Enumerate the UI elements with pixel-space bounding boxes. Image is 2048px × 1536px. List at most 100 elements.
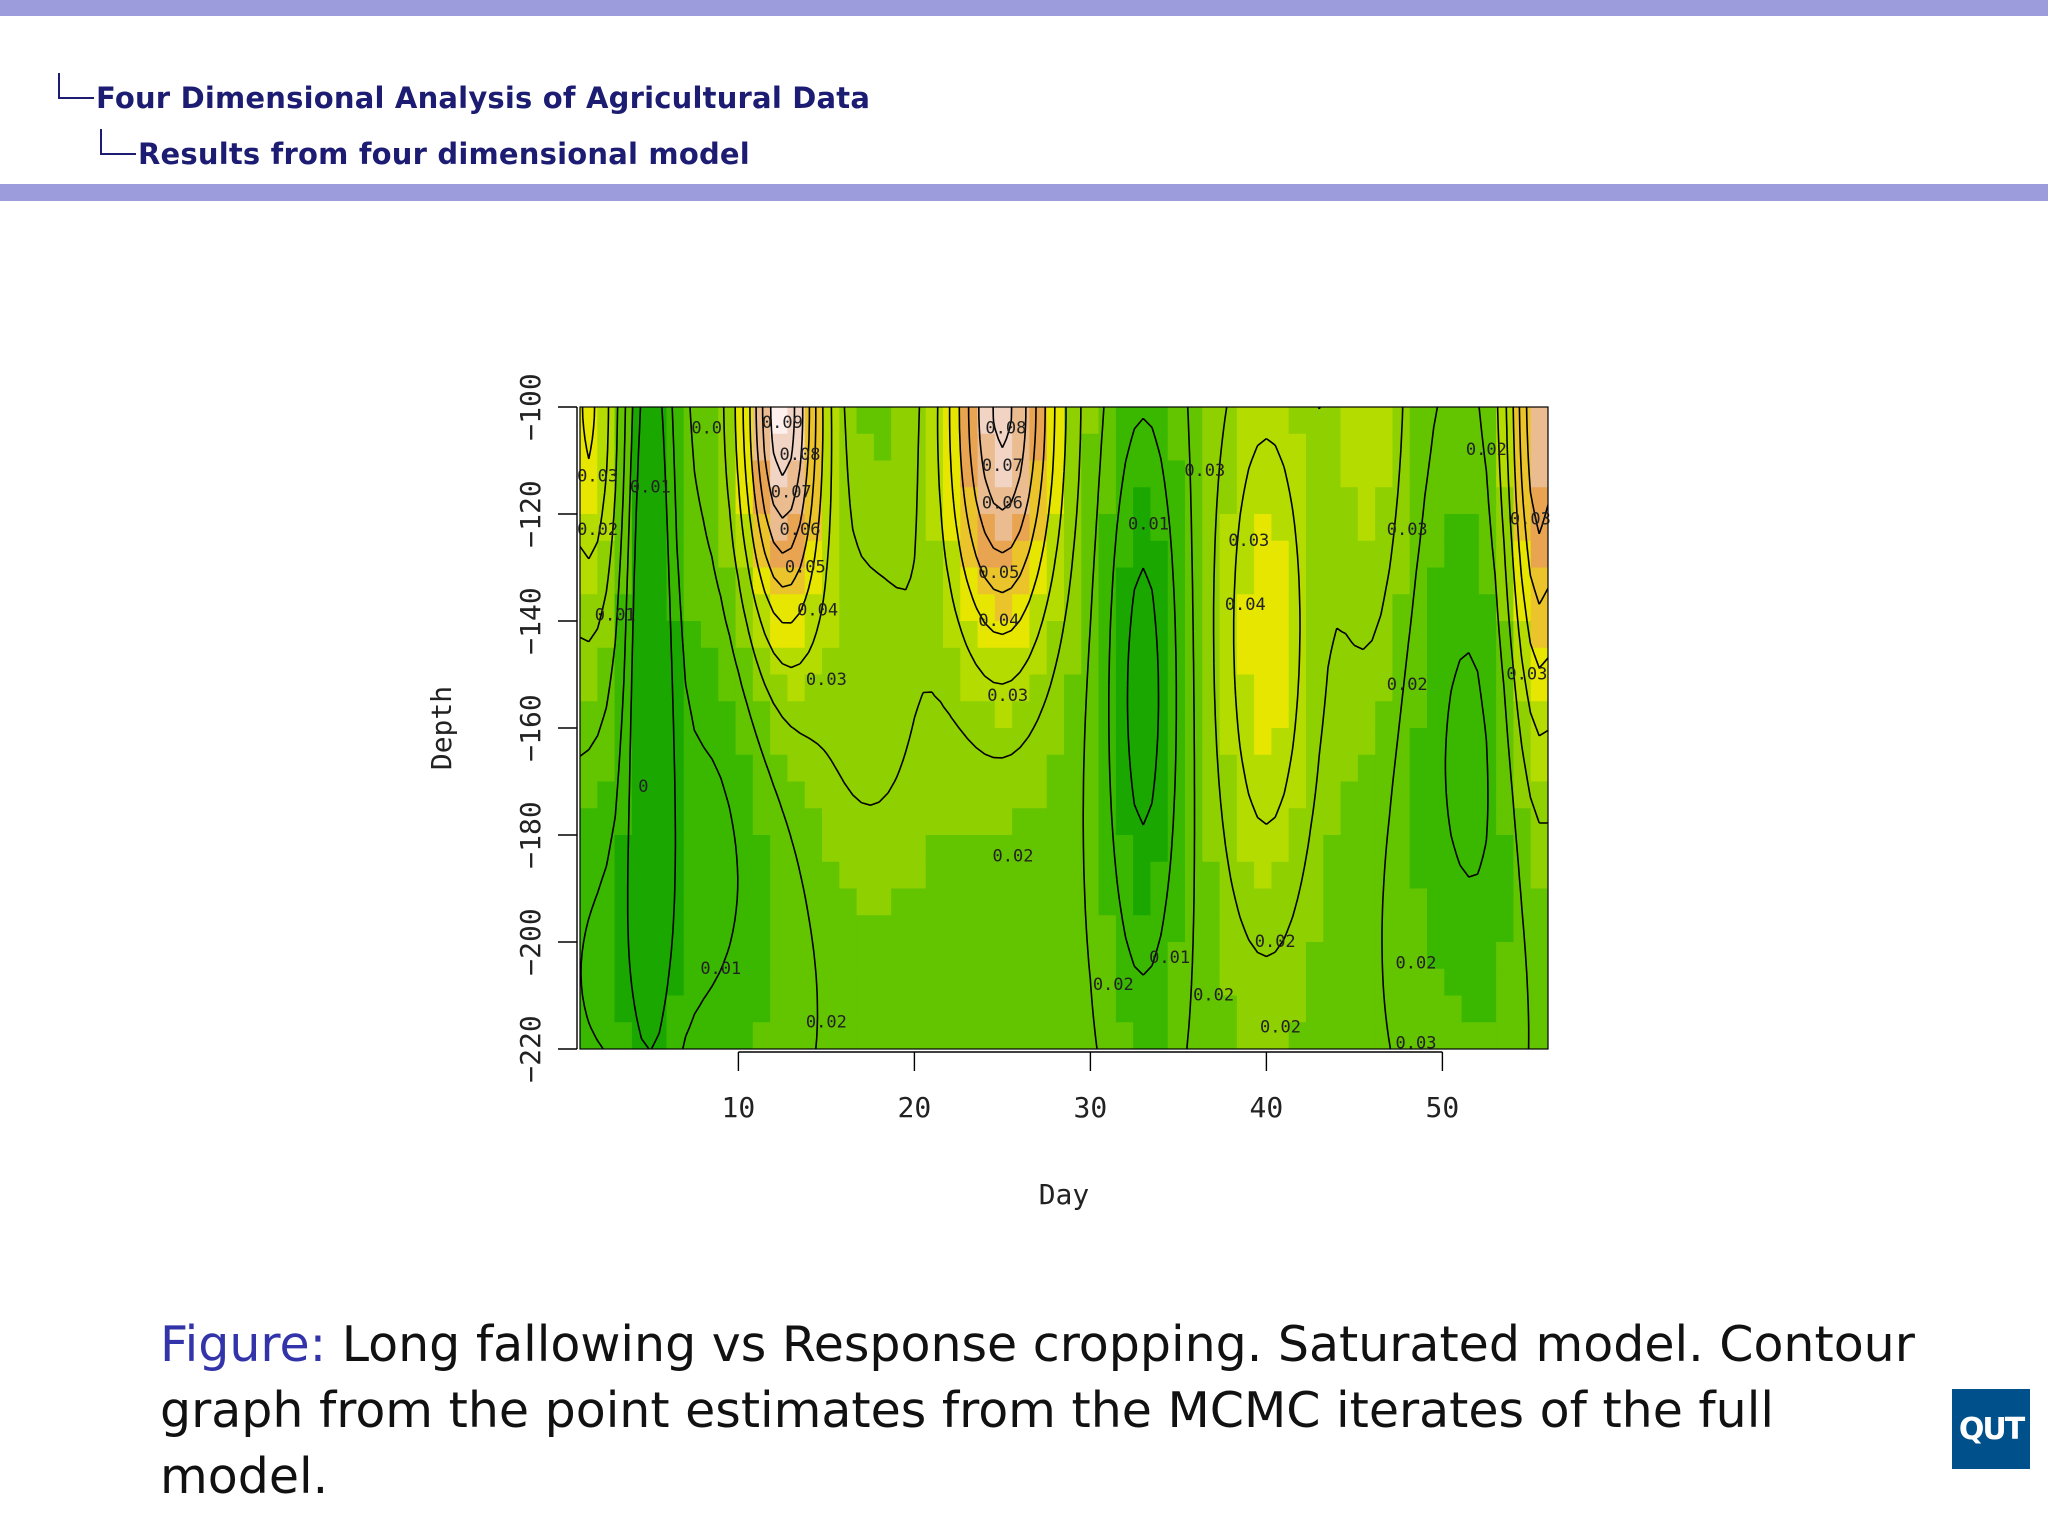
heat-cell [1133,594,1152,622]
heat-cell [1185,594,1203,622]
heat-cell [701,835,719,863]
heat-cell [735,728,754,756]
y-tick-label: −200 [514,908,547,975]
heat-cell [597,1022,616,1049]
heat-cell [1133,728,1152,756]
heat-cell [752,995,771,1023]
heat-cell [631,460,650,488]
heat-cell [873,915,892,943]
heat-cell [1219,754,1238,783]
heat-cell [1513,995,1532,1023]
heat-cell [891,968,910,997]
heat-cell [1340,942,1359,970]
heat-cell [1427,835,1445,863]
contour-label: 0 [638,777,648,797]
heat-cell [580,647,598,676]
heat-cell [1029,835,1048,863]
contour-label: 0.03 [1228,531,1269,551]
heat-cell [925,460,944,488]
heat-cell [891,781,910,809]
heat-cell [1219,942,1238,970]
heat-cell [1219,915,1238,943]
heat-cell [1046,433,1065,462]
heat-cell [1392,888,1411,916]
heat-cell [752,915,771,943]
heat-cell [1012,621,1031,649]
heat-cell [925,942,944,970]
heat-cell [1306,433,1324,462]
heat-cell [1323,674,1342,702]
heat-cell [1340,835,1359,863]
heat-cell [718,1022,737,1049]
heat-cell [1461,407,1480,435]
heat-cell [1012,1022,1031,1049]
heat-cell [943,808,961,836]
contour-label: 0.03 [1396,1034,1437,1054]
heat-cell [1254,754,1273,783]
subsection-title: Results from four dimensional model [138,137,750,171]
heat-cell [1081,594,1100,622]
heat-cell [1409,621,1428,649]
heat-cell [908,995,927,1023]
heat-cell [1461,754,1480,783]
heat-cell [1530,968,1548,997]
heat-cell [1150,728,1169,756]
heat-cell [1392,942,1411,970]
heat-cell [735,781,754,809]
heat-cell [804,754,823,783]
heat-cell [1219,647,1238,676]
heat-cell [1029,968,1048,997]
heat-cell [1306,915,1324,943]
heat-cell [873,808,892,836]
heat-cell [856,808,875,836]
heat-cell [891,1022,910,1049]
heat-cell [787,594,806,622]
heat-cell [1306,968,1324,997]
heat-cell [1288,728,1307,756]
heat-cell [1340,407,1359,435]
heat-cell [1081,701,1100,729]
heat-cell [1081,487,1100,515]
heat-cell [1271,754,1290,783]
heat-cell [856,460,875,488]
heat-cell [701,861,719,890]
heat-cell [822,861,840,890]
heat-cell [873,487,892,515]
heat-cell [1081,540,1100,569]
heat-cell [597,835,616,863]
heat-cell [856,674,875,702]
heat-cell [1081,674,1100,702]
heat-cell [1530,942,1548,970]
heat-cell [1340,808,1359,836]
heat-cell [1236,487,1255,515]
heat-cell [977,407,996,435]
heat-cell [960,781,979,809]
heat-cell [1392,594,1411,622]
heat-cell [908,407,927,435]
heat-cell [1133,433,1152,462]
heat-cell [683,540,702,569]
heat-cell [683,567,702,595]
heat-cell [1202,995,1221,1023]
heat-cell [804,674,823,702]
heat-cell [1167,808,1186,836]
heat-cell [1427,701,1445,729]
heat-cell [1012,594,1031,622]
heat-cell [1271,674,1290,702]
heat-cell [977,995,996,1023]
heat-cell [718,942,737,970]
heat-cell [631,621,650,649]
heat-cell [1444,433,1463,462]
heat-cell [1133,487,1152,515]
heat-cell [1115,995,1134,1023]
heat-cell [735,995,754,1023]
heat-cell [1444,781,1463,809]
heat-cell [1098,1022,1117,1049]
heat-cell [701,915,719,943]
heat-cell [1219,995,1238,1023]
heat-cell [1185,407,1203,435]
heat-cell [787,728,806,756]
heat-cell [1012,781,1031,809]
heat-cell [1133,754,1152,783]
heat-cell [718,968,737,997]
